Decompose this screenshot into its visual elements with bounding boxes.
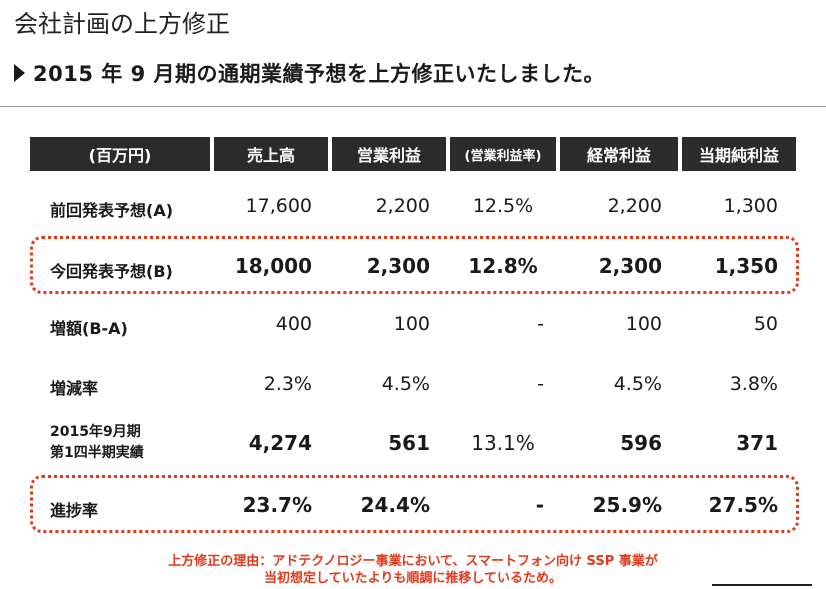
cell-value: 371 xyxy=(736,431,778,455)
row-label-current-forecast: 今回発表予想(B) xyxy=(50,262,173,281)
cell-value: 12.8% xyxy=(468,254,538,278)
cell-value: 4,274 xyxy=(248,431,312,455)
row-label-previous-forecast: 前回発表予想(A) xyxy=(50,201,174,220)
cell-value: 100 xyxy=(625,313,662,335)
cell-value: - xyxy=(537,313,544,335)
triangle-bullet-icon xyxy=(14,64,25,82)
row-label-q1-actual: 2015年9月期 第1四半期実績 xyxy=(50,422,144,464)
highlight-box-progress xyxy=(30,475,799,533)
cell-value: 2,300 xyxy=(366,254,430,278)
cell-value: 2,300 xyxy=(598,254,662,278)
header-unit: (百万円) xyxy=(30,137,210,171)
cell-value: 25.9% xyxy=(592,493,662,517)
cell-value: 2,200 xyxy=(607,195,662,217)
headline-text: 2015 年 9 月期の通期業績予想を上方修正いたしました。 xyxy=(33,62,605,86)
cell-value: 18,000 xyxy=(234,254,312,278)
cell-value: 2.3% xyxy=(263,373,312,395)
cell-value: - xyxy=(537,373,544,395)
row-label-change-rate: 増減率 xyxy=(50,379,99,398)
footer-line xyxy=(712,584,812,586)
header-net-income: 当期純利益 xyxy=(682,137,796,171)
highlight-box-forecast xyxy=(30,236,799,294)
cell-value: 596 xyxy=(620,431,662,455)
cell-value: 2,200 xyxy=(375,195,430,217)
cell-value: 23.7% xyxy=(242,493,312,517)
row-label-line: 2015年9月期 xyxy=(50,424,141,440)
header-operating-margin: (営業利益率) xyxy=(450,137,556,171)
row-label-line: 第1四半期実績 xyxy=(50,445,144,461)
cell-value: 4.5% xyxy=(381,373,430,395)
row-label-progress-rate: 進捗率 xyxy=(50,501,99,520)
cell-value: 50 xyxy=(753,313,778,335)
header-sales: 売上高 xyxy=(214,137,328,171)
cell-value: 561 xyxy=(388,431,430,455)
cell-value: 13.1% xyxy=(471,431,535,455)
cell-value: 12.5% xyxy=(472,195,534,217)
cell-value: 1,300 xyxy=(723,195,778,217)
cell-value: 17,600 xyxy=(245,195,312,217)
note-line-1: 上方修正の理由：アドテクノロジー事業において、スマートフォン向け SSP 事業が xyxy=(168,554,658,569)
header-ordinary-profit: 経常利益 xyxy=(560,137,678,171)
cell-value: - xyxy=(535,493,544,517)
row-label-increase: 増額(B-A) xyxy=(50,319,128,338)
header-operating-profit: 営業利益 xyxy=(332,137,446,171)
note-line-2: 当初想定していたよりも順調に推移しているため。 xyxy=(264,571,562,586)
cell-value: 4.5% xyxy=(613,373,662,395)
cell-value: 3.8% xyxy=(729,373,778,395)
cell-value: 24.4% xyxy=(360,493,430,517)
headline: 2015 年 9 月期の通期業績予想を上方修正いたしました。 xyxy=(14,58,605,88)
divider xyxy=(0,106,826,107)
cell-value: 1,350 xyxy=(714,254,778,278)
cell-value: 27.5% xyxy=(708,493,778,517)
slide-title: 会社計画の上方修正 xyxy=(14,10,230,38)
cell-value: 100 xyxy=(393,313,430,335)
cell-value: 400 xyxy=(275,313,312,335)
